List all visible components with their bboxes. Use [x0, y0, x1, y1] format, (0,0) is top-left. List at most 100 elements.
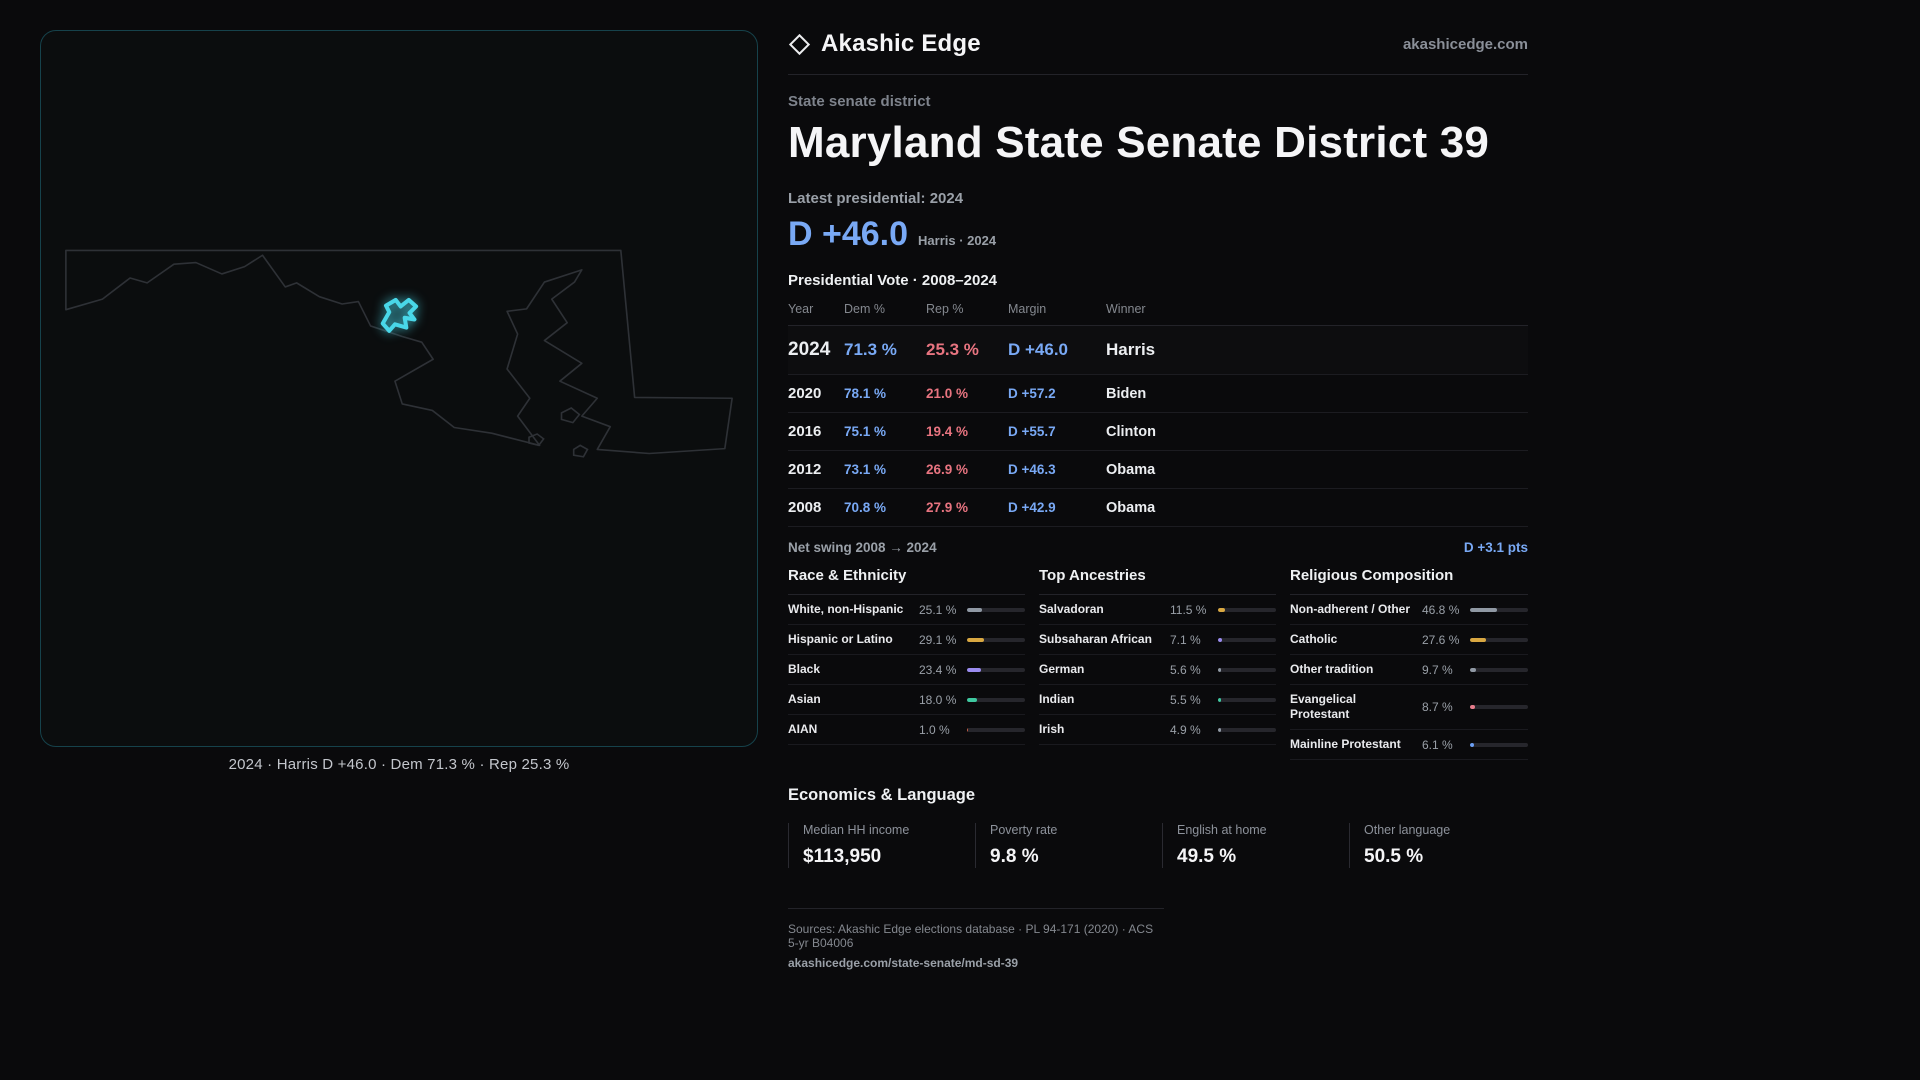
footer: Sources: Akashic Edge elections database…	[788, 908, 1164, 970]
cell-year: 2016	[788, 412, 844, 451]
header-bar: Akashic Edge akashicedge.com	[788, 0, 1528, 75]
net-swing-label: Net swing 2008 → 2024	[788, 540, 937, 555]
cell-rep: 21.0 %	[926, 374, 1008, 413]
economics-stat-value: $113,950	[803, 846, 882, 867]
economics-stat: English at home 49.5 %	[1162, 823, 1349, 868]
demo-row: Mainline Protestant 6.1 %	[1290, 730, 1528, 760]
demo-row: White, non-Hispanic 25.1 %	[788, 595, 1025, 625]
demo-value: 18.0 %	[919, 692, 957, 707]
demo-bar	[967, 727, 1025, 732]
demo-label: Catholic	[1290, 632, 1338, 646]
demo-bar	[967, 697, 1025, 702]
latest-margin-detail: Harris · 2024	[918, 233, 997, 248]
diamond-logo-icon	[788, 33, 811, 55]
demo-bar-fill	[1218, 727, 1221, 732]
column-header: Margin	[1008, 293, 1106, 326]
demo-row: Other tradition 9.7 %	[1290, 655, 1528, 685]
demo-bar-fill	[1218, 697, 1222, 702]
demo-label: Mainline Protestant	[1290, 737, 1401, 751]
cell-margin: D +46.0	[1008, 325, 1106, 375]
cell-dem: 70.8 %	[844, 488, 926, 527]
demo-bar	[1470, 637, 1528, 642]
latest-margin-row: D +46.0 Harris · 2024	[788, 215, 1528, 254]
maryland-map	[65, 249, 733, 458]
demo-bar-fill	[967, 727, 968, 732]
column-header: Dem %	[844, 293, 926, 326]
economics-stat-label: Median HH income	[803, 823, 910, 837]
cell-margin: D +55.7	[1008, 412, 1106, 451]
vote-table-head-row: Year Dem % Rep % Margin Winner	[788, 293, 1528, 326]
demo-row: Indian 5.5 %	[1039, 685, 1276, 715]
demo-column: Religious Composition Non-adherent / Othe…	[1290, 567, 1528, 760]
brand-name: Akashic Edge	[821, 30, 981, 57]
cell-dem: 71.3 %	[844, 325, 926, 375]
demo-bar-fill	[1470, 637, 1486, 642]
demo-bar	[967, 667, 1025, 672]
latest-margin-value: D +46.0	[788, 215, 909, 253]
cell-winner: Clinton	[1106, 412, 1528, 451]
demo-bar-fill	[1218, 607, 1225, 612]
demo-bar-fill	[1470, 607, 1498, 612]
demo-column-title: Top Ancestries	[1039, 567, 1276, 595]
demo-row: German 5.6 %	[1039, 655, 1276, 685]
demo-row: AIAN 1.0 %	[788, 715, 1025, 745]
demo-bar-fill	[967, 637, 984, 642]
demo-label: Hispanic or Latino	[788, 632, 893, 646]
state-outline	[65, 249, 733, 455]
vote-row-2020: 2020 78.1 % 21.0 % D +57.2 Biden	[788, 374, 1528, 413]
demo-bar	[1218, 667, 1276, 672]
cell-dem: 75.1 %	[844, 412, 926, 451]
demo-value: 25.1 %	[919, 602, 957, 617]
demo-column-title: Religious Composition	[1290, 567, 1528, 595]
cell-dem: 78.1 %	[844, 374, 926, 413]
demo-bar	[1218, 697, 1276, 702]
demo-row: Asian 18.0 %	[788, 685, 1025, 715]
demo-value: 29.1 %	[919, 632, 957, 647]
demo-bar	[967, 607, 1025, 612]
demo-label: Subsaharan African	[1039, 632, 1152, 646]
details-panel: Akashic Edge akashicedge.com State senat…	[788, 0, 1528, 970]
demo-bar	[1470, 607, 1528, 612]
demo-row: Non-adherent / Other 46.8 %	[1290, 595, 1528, 625]
demo-value: 8.7 %	[1422, 700, 1453, 714]
demo-value: 5.6 %	[1170, 662, 1201, 677]
demo-bar	[1470, 667, 1528, 672]
vote-row-2024: 2024 71.3 % 25.3 % D +46.0 Harris	[788, 325, 1528, 375]
demo-bar	[1218, 727, 1276, 732]
demo-row: Hispanic or Latino 29.1 %	[788, 625, 1025, 655]
district-39-shape	[380, 297, 419, 333]
demo-label: German	[1039, 662, 1085, 676]
vote-row-2016: 2016 75.1 % 19.4 % D +55.7 Clinton	[788, 412, 1528, 451]
demo-bar	[1218, 607, 1276, 612]
site-link[interactable]: akashicedge.com	[1402, 35, 1528, 53]
demo-row: Subsaharan African 7.1 %	[1039, 625, 1276, 655]
vote-row-2008: 2008 70.8 % 27.9 % D +42.9 Obama	[788, 488, 1528, 527]
economics-stat: Other language 50.5 %	[1349, 823, 1536, 868]
map-panel[interactable]	[40, 30, 758, 747]
cell-year: 2008	[788, 488, 844, 527]
demo-column-title: Race & Ethnicity	[788, 567, 1025, 595]
cell-winner: Biden	[1106, 374, 1528, 413]
demo-value: 6.1 %	[1422, 737, 1453, 752]
demo-bar	[1218, 637, 1276, 642]
bay-island	[572, 444, 589, 458]
economics-stat-label: English at home	[1177, 823, 1267, 837]
demo-row: Evangelical Protestant 8.7 %	[1290, 685, 1528, 730]
economics-title: Economics & Language	[788, 786, 976, 804]
demo-label: Asian	[788, 692, 821, 706]
demo-bar-fill	[967, 667, 981, 672]
demo-bar-fill	[967, 697, 978, 702]
permalink[interactable]: akashicedge.com/state-senate/md-sd-39	[788, 956, 1019, 970]
cell-winner: Harris	[1106, 325, 1528, 375]
demo-column: Top Ancestries Salvadoran 11.5 % Subsaharan…	[1039, 567, 1276, 760]
demo-label: Irish	[1039, 722, 1065, 736]
map-caption: 2024 · Harris D +46.0 · Dem 71.3 % · Rep…	[228, 756, 570, 773]
economics-grid: Median HH income $113,950 Poverty rate 9.8 …	[788, 823, 1528, 868]
demo-bar-fill	[1218, 637, 1223, 642]
economics-stat-value: 49.5 %	[1177, 846, 1237, 867]
cell-year: 2012	[788, 450, 844, 489]
demo-label: AIAN	[788, 722, 818, 736]
cell-rep: 25.3 %	[926, 325, 1008, 375]
vote-row-2012: 2012 73.1 % 26.9 % D +46.3 Obama	[788, 450, 1528, 489]
sources-text: Sources: Akashic Edge elections database…	[788, 922, 1154, 950]
